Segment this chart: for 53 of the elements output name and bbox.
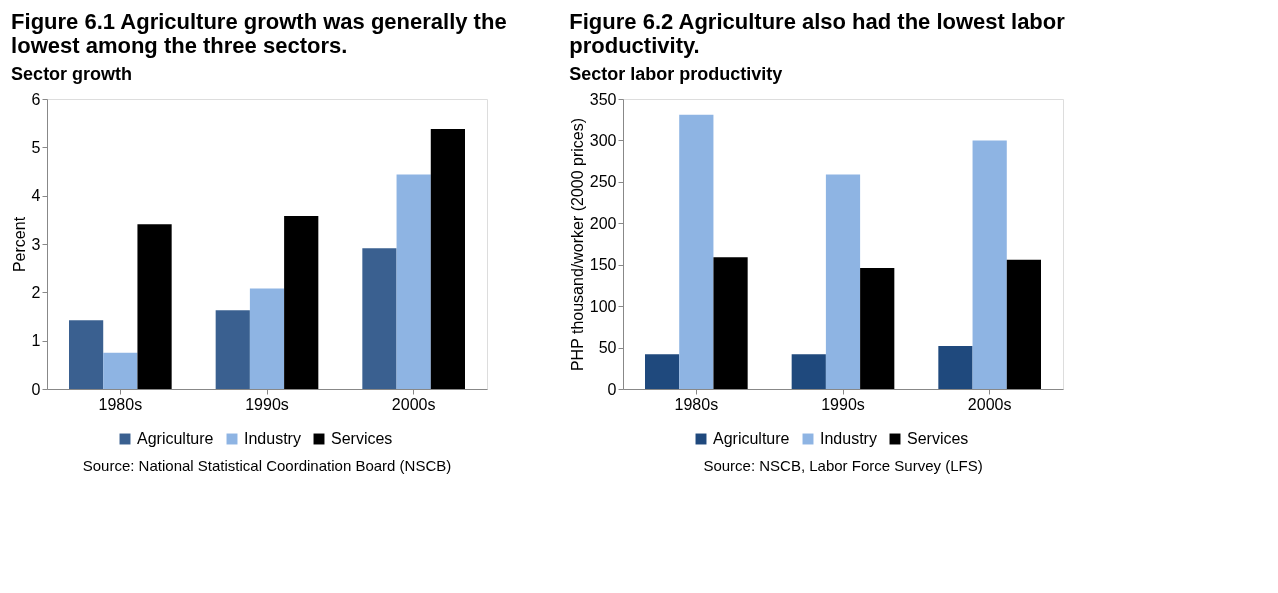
x-tick-label: 2000s xyxy=(967,395,1012,413)
chart-subtitle: Sector labor productivity xyxy=(569,64,783,84)
y-tick-label: 6 xyxy=(31,90,41,108)
y-tick-label: 3 xyxy=(31,235,41,253)
source-note: Source: National Statistical Coordination Board (NSCB) xyxy=(82,457,452,474)
bar xyxy=(1006,259,1041,389)
chart-title: Figure 6.2 Agriculture also had the lowest labor productivity. xyxy=(569,9,1066,58)
y-axis-title: PHP thousand/worker (2000 prices) xyxy=(568,117,586,372)
y-tick-label: 350 xyxy=(589,90,617,108)
y-tick-label: 100 xyxy=(589,297,617,315)
legend-label: Industry xyxy=(820,430,877,447)
y-tick-label: 5 xyxy=(31,138,41,156)
y-tick-label: 150 xyxy=(589,256,617,274)
y-tick-label: 0 xyxy=(31,380,41,398)
y-tick-label: 300 xyxy=(589,131,617,149)
legend-label: Industry xyxy=(244,430,301,447)
chart-subtitle: Sector growth xyxy=(11,64,133,84)
x-tick-label: 1980s xyxy=(98,395,143,413)
bar xyxy=(679,114,714,389)
bar xyxy=(362,248,397,389)
bar xyxy=(430,128,465,389)
x-tick-label: 1990s xyxy=(821,395,865,413)
source-note: Source: NSCB, Labor Force Survey (LFS) xyxy=(703,457,983,474)
bar xyxy=(825,174,861,389)
legend-label: Services xyxy=(331,430,393,447)
y-tick-label: 200 xyxy=(589,214,617,232)
legend-label: Agriculture xyxy=(137,430,214,447)
bar xyxy=(860,268,895,389)
bar xyxy=(103,352,138,389)
legend-label: Services xyxy=(907,430,969,447)
bar xyxy=(972,140,1007,389)
x-tick-label: 2000s xyxy=(391,395,436,413)
bar xyxy=(713,257,748,389)
bar xyxy=(645,354,680,389)
x-tick-label: 1980s xyxy=(674,395,719,413)
y-tick-label: 2 xyxy=(31,283,41,301)
bar xyxy=(938,345,973,389)
y-tick-label: 50 xyxy=(598,339,617,357)
y-tick-label: 0 xyxy=(607,380,617,398)
bar xyxy=(791,354,826,389)
x-tick-label: 1990s xyxy=(245,395,289,413)
y-tick-label: 4 xyxy=(31,187,41,205)
y-axis-title: Percent xyxy=(10,216,28,273)
bar xyxy=(284,215,319,389)
legend-label: Agriculture xyxy=(713,430,790,447)
bar xyxy=(215,310,250,389)
bar xyxy=(137,224,172,389)
bar xyxy=(69,320,104,389)
y-tick-label: 1 xyxy=(31,332,41,350)
bar xyxy=(396,174,431,389)
chart-title: Figure 6.1 Agriculture growth was generally the lowest among the three sectors. xyxy=(11,9,507,58)
bar xyxy=(249,288,285,389)
y-tick-label: 250 xyxy=(589,173,617,191)
